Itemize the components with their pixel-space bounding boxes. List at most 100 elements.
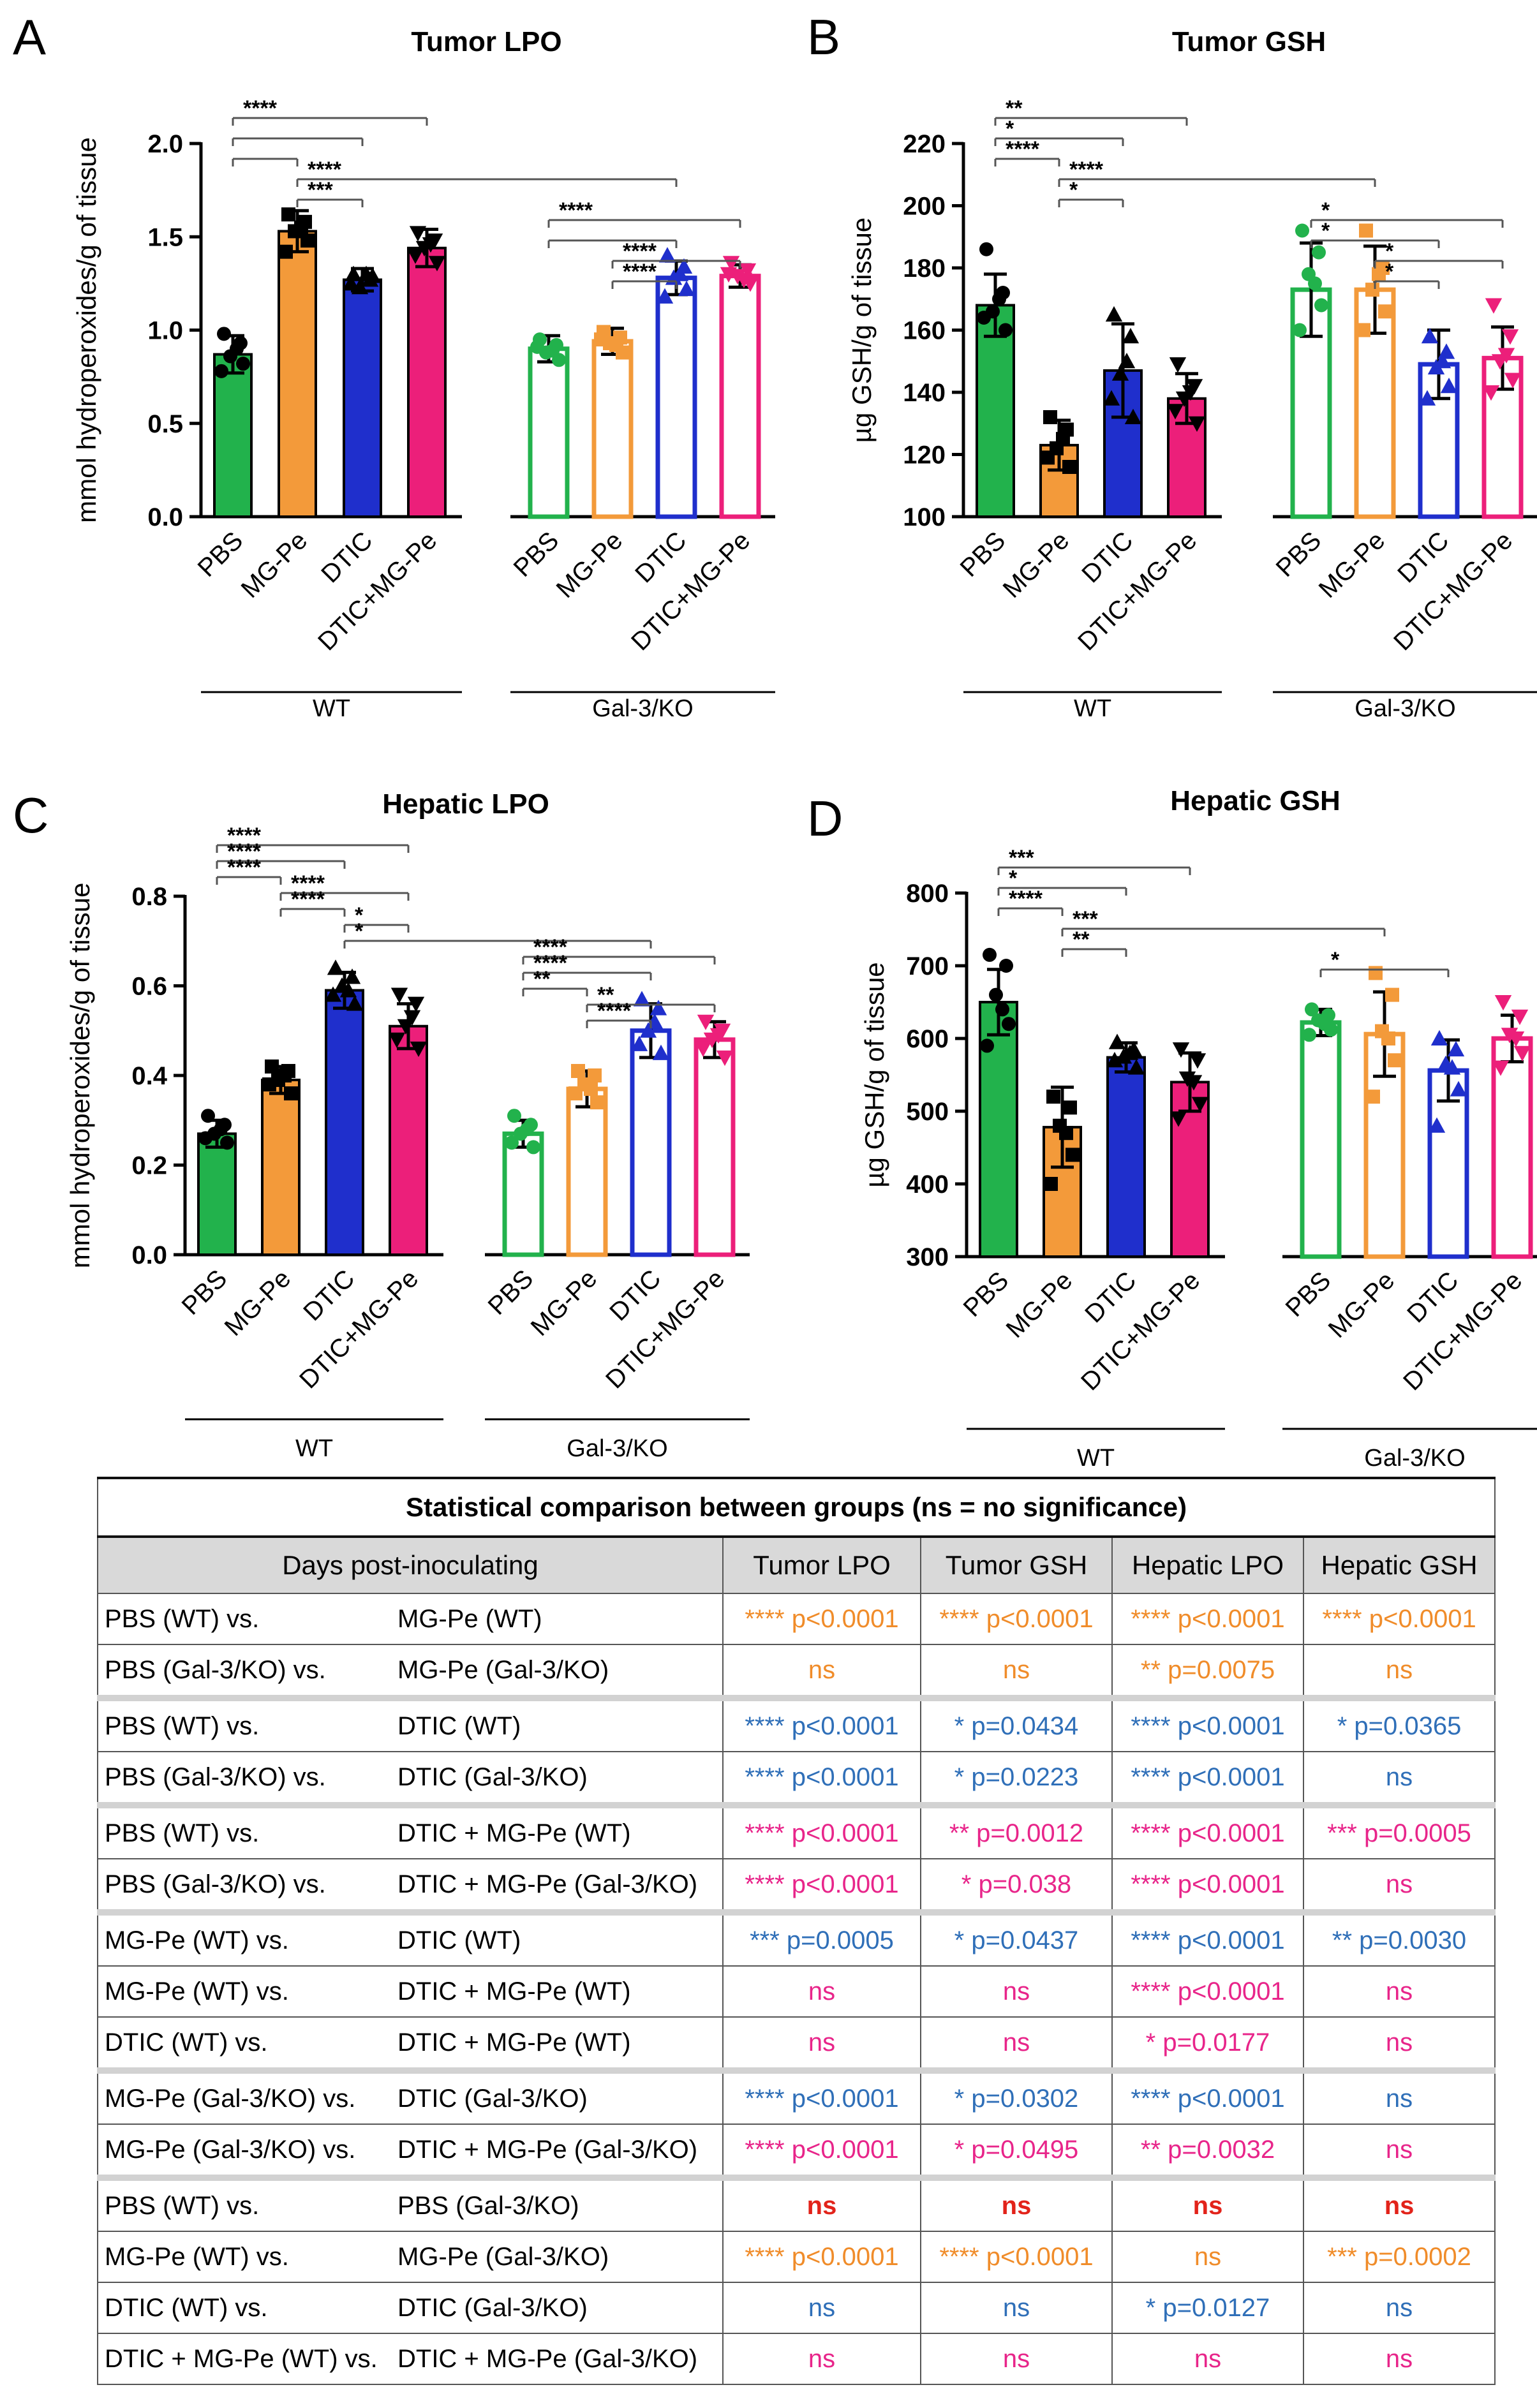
data-point [1511,1009,1529,1025]
data-point [1063,1100,1077,1115]
significance-label: * [355,919,364,943]
y-tick-label: 200 [903,193,946,221]
p-value-cell: ns [1302,1644,1496,1699]
bar [694,1037,736,1257]
significance-label: **** [291,871,325,896]
data-point [236,357,250,371]
data-point [1059,1126,1073,1141]
chart-title: Tumor LPO [411,26,561,57]
data-point [1385,987,1399,1002]
p-value-cell: **** p<0.0001 [1111,1695,1304,1752]
significance-label: **** [623,260,657,284]
data-point [1421,328,1439,344]
data-point [571,1063,585,1078]
p-value-cell: ns [1111,2333,1304,2385]
significance-label: ** [1073,927,1090,952]
table-row: PBS (WT) vs. DTIC (WT) **** p<0.0001 * p=0.… [97,1695,1496,1752]
p-value-cell: **** p<0.0001 [722,1593,921,1645]
y-tick-label: 140 [903,379,946,407]
table-row: PBS (WT) vs. MG-Pe (WT) **** p<0.0001 **** … [97,1593,1496,1645]
y-tick-label: 500 [906,1098,949,1126]
x-tick-label: PBS [958,1266,1014,1322]
bar [407,246,447,518]
x-tick-label: PBS [1281,1266,1337,1322]
p-value-cell: **** p<0.0001 [920,1593,1113,1645]
data-point [1356,323,1370,337]
p-value-cell: * p=0.0495 [920,2124,1113,2178]
data-point [977,311,991,325]
data-point [1507,1031,1525,1047]
significance-label: **** [227,855,262,880]
y-tick-label: 1.0 [147,317,183,345]
data-point [327,959,345,975]
data-point [983,947,997,962]
data-point [979,242,993,256]
group-label: Gal-3/KO [567,1435,667,1462]
comparison-group-a: DTIC (WT) vs. [97,2282,391,2334]
bar [566,1086,608,1257]
chart-panel-d: D Hepatic GSH 300 400 500 600 700 800 µg GSH/g o… [807,785,1537,1472]
data-point [507,1109,521,1123]
significance-label: **** [623,239,657,263]
x-tick-label: MG-Pe [998,526,1075,603]
statistics-table: Statistical comparison between groups (n… [96,1477,1496,2385]
chart-panel-a: A Tumor LPO 0.0 0.5 1.0 1.5 2.0 mmol hydroperox… [13,9,775,722]
x-tick-label: MG-Pe [526,1264,603,1341]
data-point [294,220,308,235]
bar [197,1132,237,1256]
data-point [406,248,424,264]
header-hepatic-gsh: Hepatic GSH [1302,1536,1496,1594]
comparison-group-a: PBS (Gal-3/KO) vs. [97,1858,391,1913]
p-value-cell: **** p<0.0001 [722,1695,921,1752]
data-point [301,233,315,248]
significance-label: *** [308,178,333,202]
p-value-cell: **** p<0.0001 [1111,1751,1304,1806]
bar [278,230,317,518]
data-point [278,1068,292,1082]
data-point [428,256,446,272]
data-point [546,343,560,358]
data-point [1430,1030,1448,1045]
table-row: PBS (WT) vs. DTIC + MG-Pe (WT) **** p<0.00… [97,1802,1496,1859]
p-value-cell: **** p<0.0001 [1111,1858,1304,1913]
data-point [697,1014,715,1030]
comparison-group-a: MG-Pe (Gal-3/KO) vs. [97,2067,391,2125]
data-point [1169,357,1187,373]
comparison-group-a: PBS (WT) vs. [97,1802,391,1859]
y-tick-label: 160 [903,317,946,345]
data-point [1494,995,1512,1011]
p-value-cell: *** p=0.0005 [1302,1802,1496,1859]
p-value-cell: **** p<0.0001 [1302,1593,1496,1645]
charts-canvas: A Tumor LPO 0.0 0.5 1.0 1.5 2.0 mmol hydroperox… [13,9,1537,1472]
data-point [1108,1033,1126,1049]
data-point [1062,460,1076,474]
data-point [407,996,425,1012]
p-value-cell: ns [1302,2124,1496,2178]
data-point [1189,1053,1207,1069]
data-point [1185,1075,1203,1091]
comparison-group-a: PBS (Gal-3/KO) vs. [97,1751,391,1806]
p-value-cell: **** p<0.0001 [722,1858,921,1913]
data-point [214,1122,228,1137]
p-value-cell: **** p<0.0001 [1111,1802,1304,1859]
comparison-group-b: DTIC (Gal-3/KO) [391,1751,724,1806]
y-tick-label: 1.5 [147,223,183,251]
data-point [720,267,738,283]
data-point [656,288,674,304]
data-point [1295,223,1309,238]
p-value-cell: ns [722,2175,921,2232]
p-value-cell: * p=0.0302 [920,2067,1113,2125]
p-value-cell: ns [1111,2175,1304,2232]
data-point [324,986,342,1002]
header-tumor-lpo: Tumor LPO [722,1536,921,1594]
significance-label: ** [533,967,551,991]
comparison-group-b: DTIC + MG-Pe (WT) [391,1802,724,1859]
comparison-group-b: DTIC (WT) [391,1695,724,1752]
bar [1106,1056,1146,1258]
p-value-cell: * p=0.0177 [1111,2016,1304,2071]
data-point [1434,353,1452,369]
p-value-cell: ns [1302,2175,1496,2232]
table-row: MG-Pe (WT) vs. DTIC (WT) *** p=0.0005 * p=0… [97,1909,1496,1967]
p-value-cell: *** p=0.0005 [722,1909,921,1967]
significance-label: * [1321,219,1330,243]
